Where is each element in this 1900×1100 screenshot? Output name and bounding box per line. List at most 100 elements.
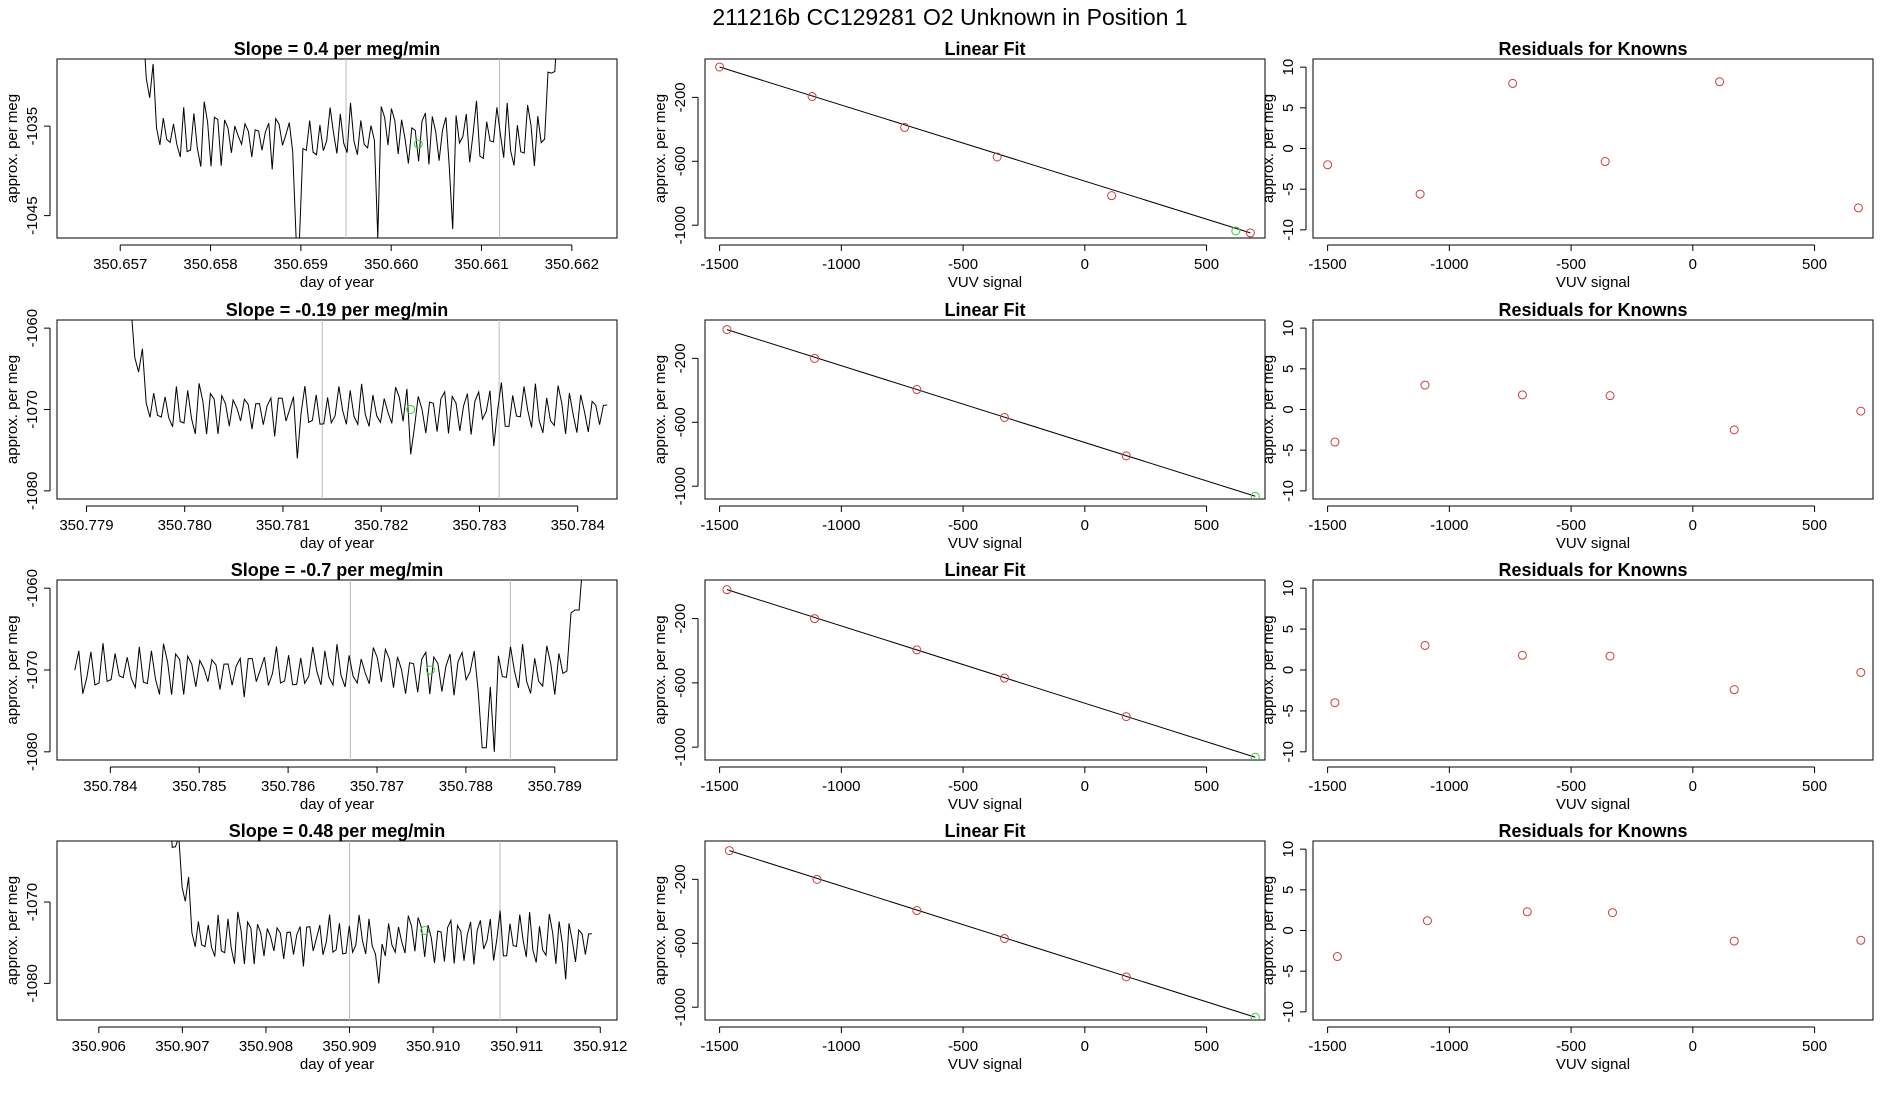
y-tick-label: -1000 (672, 467, 689, 505)
x-tick-label: 350.784 (551, 517, 605, 534)
y-tick-label: -1080 (24, 472, 41, 510)
x-tick-label: 350.910 (406, 1038, 460, 1055)
y-axis-label: approx. per meg (1260, 94, 1277, 203)
plot-frame (56, 319, 618, 500)
chart-title: Slope = -0.19 per meg/min (226, 300, 449, 320)
data-point (992, 152, 1002, 162)
chart-panel-1: Slope = 0.4 per meg/min 350.657 350.658 350… (4, 39, 618, 291)
y-tick-label: -600 (672, 928, 689, 958)
unknown-point (1250, 491, 1260, 499)
x-tick-label: 350.907 (155, 1038, 209, 1055)
data-point (1729, 936, 1739, 946)
x-tick-label: 350.779 (59, 517, 113, 534)
x-tick-label: 500 (1802, 1038, 1827, 1055)
x-tick-label: -1500 (700, 1038, 738, 1055)
unknown-point (1250, 1012, 1260, 1020)
chart-panel-4: Slope = -0.19 per meg/min 350.779 350.780 3… (4, 300, 618, 552)
y-tick-label: -600 (672, 668, 689, 698)
plot-frame (704, 58, 1266, 239)
chart-title: Residuals for Knowns (1498, 300, 1687, 320)
plot-area (131, 320, 608, 499)
y-tick-label: 0 (1280, 666, 1297, 674)
y-axis-label: approx. per meg (4, 355, 21, 464)
x-axis-label: VUV signal (948, 274, 1022, 291)
plot-area (722, 585, 1260, 760)
chart-panel-10: Slope = 0.48 per meg/min 350.906 350.907 35… (4, 821, 627, 1073)
y-tick-label: -1000 (672, 206, 689, 244)
x-tick-label: 350.783 (452, 517, 506, 534)
plot-frame (704, 840, 1266, 1021)
data-point (1323, 160, 1333, 170)
y-tick-label: 10 (1280, 59, 1297, 76)
x-tick-label: 0 (1689, 517, 1697, 534)
plot-frame (56, 58, 618, 239)
data-point (1605, 651, 1615, 661)
y-tick-label: -5 (1280, 965, 1297, 978)
panel-grid: Slope = 0.4 per meg/min 350.657 350.658 350… (4, 39, 1874, 1073)
x-tick-label: 350.657 (93, 256, 147, 273)
y-tick-label: -1070 (24, 390, 41, 428)
plot-frame (56, 579, 618, 761)
x-axis-label: VUV signal (1556, 274, 1630, 291)
x-tick-label: -1000 (822, 517, 860, 534)
x-tick-label: 350.782 (354, 517, 408, 534)
x-tick-label: 350.906 (72, 1038, 126, 1055)
x-tick-label: 350.784 (83, 778, 137, 795)
unknown-point (1231, 226, 1241, 236)
y-tick-label: -1060 (24, 309, 41, 347)
x-tick-label: 350.786 (261, 778, 315, 795)
plot-frame (1312, 58, 1874, 239)
x-tick-label: 350.658 (183, 256, 237, 273)
plot-area (724, 846, 1260, 1020)
x-tick-label: -1000 (1430, 1038, 1468, 1055)
data-point (1600, 157, 1610, 167)
x-tick-label: 0 (1081, 778, 1089, 795)
chart-title: Linear Fit (944, 300, 1025, 320)
x-tick-label: -1500 (700, 517, 738, 534)
y-tick-label: -5 (1280, 183, 1297, 196)
x-tick-label: -500 (948, 778, 978, 795)
x-tick-label: 350.908 (239, 1038, 293, 1055)
data-point (1121, 712, 1131, 722)
y-axis-label: approx. per meg (652, 876, 669, 985)
plot-area (1323, 77, 1863, 213)
data-point (807, 92, 817, 102)
fit-line (729, 850, 1256, 1018)
x-tick-label: 350.911 (490, 1038, 543, 1055)
y-tick-label: -1070 (24, 883, 41, 921)
x-axis-label: VUV signal (1556, 1056, 1630, 1073)
x-tick-label: -1500 (1308, 778, 1346, 795)
x-tick-label: 350.661 (454, 256, 508, 273)
chart-panel-12: Residuals for Knowns -1500 -1000 -500 0 500 VU… (1260, 821, 1874, 1073)
y-tick-label: 10 (1280, 580, 1297, 597)
chart-panel-11: Linear Fit -1500 -1000 -500 0 500 VUV signal -2… (652, 821, 1266, 1073)
chart-title: Residuals for Knowns (1498, 39, 1687, 59)
x-axis-label: day of year (300, 1056, 374, 1073)
y-tick-label: -200 (672, 343, 689, 373)
x-tick-label: 350.660 (364, 256, 418, 273)
data-point (812, 874, 822, 884)
signal-trace (171, 841, 592, 984)
y-tick-label: 5 (1280, 625, 1297, 633)
x-tick-label: 350.787 (350, 778, 404, 795)
plot-area (715, 62, 1255, 238)
signal-trace (131, 320, 608, 459)
chart-title: Slope = 0.48 per meg/min (229, 821, 446, 841)
chart-title: Slope = 0.4 per meg/min (234, 39, 441, 59)
fit-line (726, 329, 1256, 497)
data-point (999, 673, 1009, 683)
x-tick-label: 350.780 (158, 517, 212, 534)
unknown-marker (425, 665, 435, 675)
x-tick-label: 500 (1802, 778, 1827, 795)
x-tick-label: -500 (1556, 1038, 1586, 1055)
x-tick-label: 500 (1802, 517, 1827, 534)
chart-title: Linear Fit (944, 39, 1025, 59)
x-tick-label: -500 (1556, 517, 1586, 534)
y-tick-label: 0 (1280, 405, 1297, 413)
y-axis-label: approx. per meg (1260, 615, 1277, 724)
data-point (1332, 952, 1342, 962)
y-tick-label: -200 (672, 82, 689, 112)
data-point (1121, 972, 1131, 982)
x-axis-label: day of year (300, 796, 374, 813)
